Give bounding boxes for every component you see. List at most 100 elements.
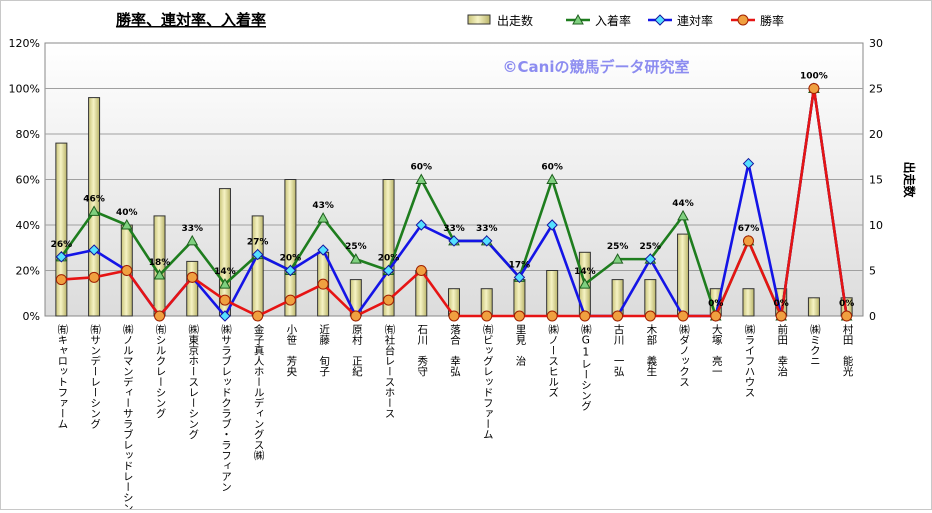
bar xyxy=(677,233,690,317)
data-label: 0% xyxy=(839,299,854,309)
legend-marker xyxy=(737,14,749,26)
point-marker xyxy=(154,310,166,322)
watermark: ©Caniの競馬データ研究室 xyxy=(503,58,690,76)
category-label: 落合 幸弘 xyxy=(449,324,461,377)
point-marker xyxy=(120,218,133,230)
category-label: 大塚 亮一 xyxy=(711,323,723,376)
category-label: 村田 能光 xyxy=(842,323,854,377)
point-marker xyxy=(677,209,689,221)
point-marker xyxy=(644,310,656,322)
point-marker xyxy=(481,235,493,247)
category-label: ㈲キャロットファーム xyxy=(56,324,68,429)
point-marker xyxy=(513,271,526,284)
y2-tick-label: 30 xyxy=(869,37,883,50)
data-label: 0% xyxy=(774,299,789,309)
legend-marker xyxy=(572,13,584,25)
legend-marker xyxy=(654,14,666,26)
data-label: 25% xyxy=(607,242,629,252)
category-label: ㈲社台レースホース xyxy=(384,324,396,419)
chart-title: 勝率、連対率、入着率 xyxy=(116,11,266,29)
point-marker xyxy=(513,310,525,322)
data-label: 25% xyxy=(640,242,662,252)
point-marker xyxy=(349,253,362,264)
point-marker xyxy=(808,83,820,94)
point-marker xyxy=(153,269,166,280)
point-marker xyxy=(742,157,755,170)
point-marker xyxy=(350,310,362,322)
point-marker xyxy=(186,234,199,246)
data-label: 43% xyxy=(312,201,334,211)
bar xyxy=(186,260,199,317)
point-marker xyxy=(219,294,231,306)
data-label: 33% xyxy=(476,224,498,234)
point-marker xyxy=(677,310,689,322)
legend-label: 連対率 xyxy=(677,13,713,28)
point-marker xyxy=(546,173,559,184)
point-marker xyxy=(383,294,395,306)
data-label: 40% xyxy=(116,208,138,218)
category-label: 小笹 芳央 xyxy=(285,324,297,377)
point-marker xyxy=(55,251,68,263)
data-label: 60% xyxy=(411,163,433,173)
point-marker xyxy=(55,274,67,286)
y-tick-label: 60% xyxy=(16,174,40,187)
data-label: 20% xyxy=(378,254,400,264)
point-marker xyxy=(382,264,395,277)
point-marker xyxy=(186,271,198,283)
y2-tick-label: 5 xyxy=(869,265,876,278)
data-label: 33% xyxy=(443,224,465,234)
data-label: 14% xyxy=(574,267,596,277)
point-marker xyxy=(546,310,558,322)
point-marker xyxy=(448,310,460,322)
category-label: ㈲サンデーレーシング xyxy=(89,324,101,429)
y-tick-label: 100% xyxy=(9,83,40,96)
data-label: 0% xyxy=(708,299,723,309)
point-marker xyxy=(611,253,624,264)
y-tick-label: 0% xyxy=(23,310,40,323)
category-label: ㈱東京ホースレーシング xyxy=(187,324,199,440)
bar xyxy=(546,270,559,317)
category-label: 前田 幸治 xyxy=(776,323,788,377)
point-marker xyxy=(579,278,591,289)
y2-axis-label: 出走数 xyxy=(902,161,917,198)
data-label: 14% xyxy=(214,267,236,277)
y2-tick-label: 0 xyxy=(869,310,876,323)
point-marker xyxy=(317,278,329,290)
point-marker xyxy=(121,265,133,276)
category-label: ㈱ノースヒルズ xyxy=(547,324,559,398)
point-marker xyxy=(317,244,329,256)
data-label: 44% xyxy=(672,199,694,209)
category-label: ㈱G1レーシング xyxy=(580,324,592,411)
point-marker xyxy=(415,173,428,184)
data-label: 60% xyxy=(541,163,563,173)
point-marker xyxy=(252,310,264,322)
y2-tick-label: 15 xyxy=(869,174,883,187)
bar xyxy=(382,179,395,317)
data-label: 26% xyxy=(51,240,73,250)
legend-label: 入着率 xyxy=(595,13,631,28)
category-label: 里見 治 xyxy=(514,324,526,367)
data-label: 25% xyxy=(345,242,367,252)
legend-label: 勝率 xyxy=(760,13,784,28)
point-marker xyxy=(317,212,329,223)
category-label: 石川 秀守 xyxy=(416,324,428,377)
point-marker xyxy=(742,235,754,247)
category-label: ㈲ビッグレッドファーム xyxy=(482,324,494,440)
data-label: 33% xyxy=(181,224,203,234)
point-marker xyxy=(88,271,100,283)
point-marker xyxy=(448,235,460,247)
point-marker xyxy=(775,310,787,322)
legend-label: 出走数 xyxy=(497,13,533,28)
category-label: 古川 一弘 xyxy=(613,323,625,377)
data-label: 46% xyxy=(83,194,105,204)
category-label: ㈱ライフハウス xyxy=(743,324,755,398)
bar xyxy=(55,142,68,317)
y2-tick-label: 20 xyxy=(869,128,883,141)
category-label: ㈲シルクレーシング xyxy=(155,324,167,419)
legend-swatch xyxy=(467,14,491,25)
point-marker xyxy=(644,253,657,265)
point-marker xyxy=(415,219,427,231)
data-label: 18% xyxy=(149,258,171,268)
